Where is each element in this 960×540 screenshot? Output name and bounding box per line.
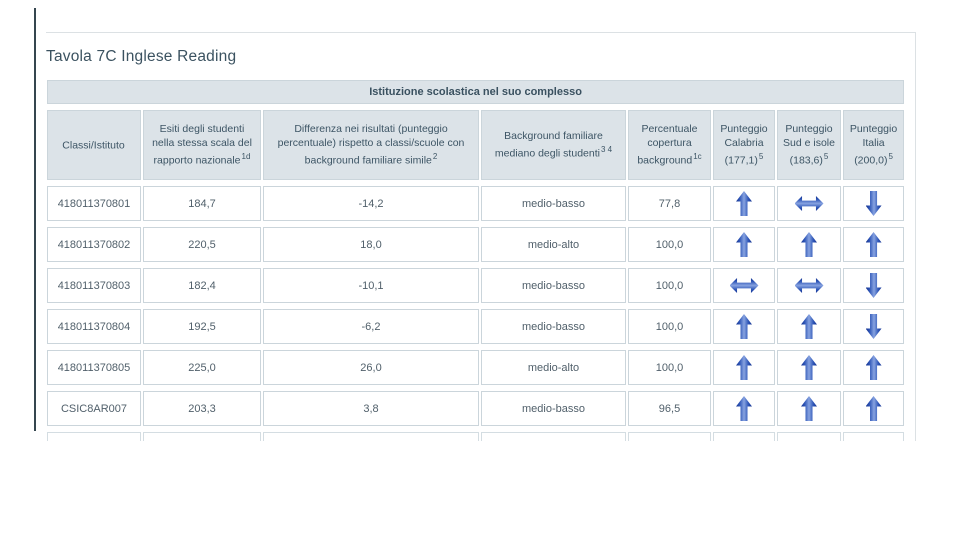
page-top-edge-rule (46, 32, 916, 33)
column-header-classi: Classi/Istituto (47, 110, 141, 180)
arrow-up-icon (801, 314, 817, 339)
arrow-up-icon (736, 191, 752, 216)
cell-punteggio-sud (777, 268, 841, 303)
cell-esiti: 182,4 (143, 268, 261, 303)
cell-background: medio-basso (481, 268, 626, 303)
cell-punteggio-sud (777, 391, 841, 426)
band-header: Istituzione scolastica nel suo complesso (47, 80, 905, 104)
cell-punteggio-calabria (713, 350, 775, 385)
cell-copertura: 100,0 (628, 227, 711, 262)
arrow-up-icon (736, 355, 752, 380)
cell-copertura: 100,0 (628, 309, 711, 344)
cell-punteggio-sud (777, 227, 841, 262)
cell-punteggio-calabria (713, 227, 775, 262)
cell-background: medio-basso (481, 186, 626, 221)
cell-classe: 418011370801 (47, 186, 141, 221)
cell-punteggio-italia (843, 186, 905, 221)
cell-copertura: 77,8 (628, 186, 711, 221)
arrow-leftright-icon (794, 196, 824, 211)
table-row: 418011370804 192,5 -6,2 medio-basso 100,… (47, 309, 905, 344)
cell-differenza: -14,2 (263, 186, 479, 221)
cell-esiti: 203,3 (143, 391, 261, 426)
arrow-down-icon (865, 191, 882, 216)
page-left-edge-rule (34, 8, 36, 431)
cell-esiti: 220,5 (143, 227, 261, 262)
arrow-up-icon (736, 314, 752, 339)
cell-differenza: -6,2 (263, 309, 479, 344)
cell-background: medio-basso (481, 391, 626, 426)
table-row: CSIC8AR007 203,3 3,8 medio-basso 96,5 (47, 391, 905, 426)
cell-classe: 418011370803 (47, 268, 141, 303)
column-header-punteggio-sud: Punteggio Sud e isole (183,6)5 (777, 110, 841, 180)
cell-punteggio-italia (843, 391, 905, 426)
cell-punteggio-italia (843, 309, 905, 344)
cell-differenza: 26,0 (263, 350, 479, 385)
cell-punteggio-italia (843, 350, 905, 385)
column-header-background: Background familiare mediano degli stude… (481, 110, 626, 180)
cell-classe: 418011370804 (47, 309, 141, 344)
arrow-leftright-icon (729, 278, 759, 293)
cell-punteggio-calabria (713, 186, 775, 221)
column-header-copertura: Percentuale copertura background1c (628, 110, 711, 180)
cell-differenza: -10,1 (263, 268, 479, 303)
cell-punteggio-italia (843, 268, 905, 303)
table-row-clipped (47, 432, 905, 441)
cell-classe: 418011370802 (47, 227, 141, 262)
arrow-up-icon (801, 396, 817, 421)
arrow-up-icon (865, 396, 882, 421)
cell-background: medio-alto (481, 227, 626, 262)
arrow-leftright-icon (794, 278, 824, 293)
arrow-up-icon (865, 232, 882, 257)
page-right-edge-rule (915, 32, 916, 441)
column-header-esiti: Esiti degli studenti nella stessa scala … (143, 110, 261, 180)
cell-punteggio-sud (777, 309, 841, 344)
table-row: 418011370802 220,5 18,0 medio-alto 100,0 (47, 227, 905, 262)
results-table: Istituzione scolastica nel suo complesso… (45, 74, 905, 441)
table-row: 418011370801 184,7 -14,2 medio-basso 77,… (47, 186, 905, 221)
cell-classe: CSIC8AR007 (47, 391, 141, 426)
cell-esiti: 192,5 (143, 309, 261, 344)
arrow-up-icon (801, 232, 817, 257)
cell-punteggio-calabria (713, 268, 775, 303)
cell-copertura: 100,0 (628, 350, 711, 385)
column-header-differenza: Differenza nei risultati (punteggio perc… (263, 110, 479, 180)
page-title: Tavola 7C Inglese Reading (46, 48, 237, 65)
cell-differenza: 3,8 (263, 391, 479, 426)
cell-punteggio-calabria (713, 309, 775, 344)
column-header-punteggio-italia: Punteggio Italia (200,0)5 (843, 110, 905, 180)
arrow-up-icon (736, 396, 752, 421)
cell-punteggio-sud (777, 186, 841, 221)
cell-classe: 418011370805 (47, 350, 141, 385)
table-row: 418011370805 225,0 26,0 medio-alto 100,0 (47, 350, 905, 385)
arrow-up-icon (801, 355, 817, 380)
column-header-punteggio-calabria: Punteggio Calabria (177,1)5 (713, 110, 775, 180)
arrow-up-icon (736, 232, 752, 257)
band-header-row: Istituzione scolastica nel suo complesso (47, 80, 905, 104)
table-row: 418011370803 182,4 -10,1 medio-basso 100… (47, 268, 905, 303)
cell-background: medio-alto (481, 350, 626, 385)
cell-copertura: 96,5 (628, 391, 711, 426)
results-table-container: Istituzione scolastica nel suo complesso… (45, 74, 905, 441)
cell-punteggio-italia (843, 227, 905, 262)
cell-esiti: 225,0 (143, 350, 261, 385)
cell-punteggio-calabria (713, 391, 775, 426)
cell-differenza: 18,0 (263, 227, 479, 262)
cell-punteggio-sud (777, 350, 841, 385)
arrow-up-icon (865, 355, 882, 380)
cell-background: medio-basso (481, 309, 626, 344)
cell-esiti: 184,7 (143, 186, 261, 221)
cell-copertura: 100,0 (628, 268, 711, 303)
arrow-down-icon (865, 273, 882, 298)
arrow-down-icon (865, 314, 882, 339)
column-header-row: Classi/Istituto Esiti degli studenti nel… (47, 110, 905, 180)
